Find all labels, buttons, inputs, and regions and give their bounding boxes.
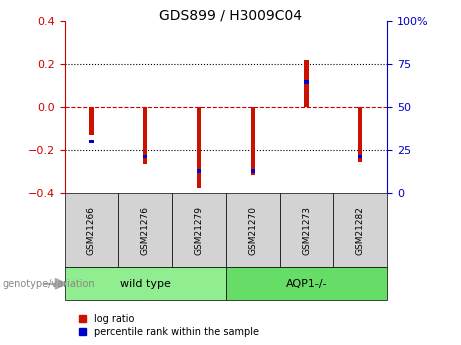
- Text: AQP1-/-: AQP1-/-: [286, 279, 327, 289]
- Bar: [197, 169, 201, 172]
- Bar: [89, 139, 94, 144]
- Text: GSM21282: GSM21282: [356, 206, 365, 255]
- Bar: [251, 107, 255, 175]
- Text: GSM21266: GSM21266: [87, 206, 96, 255]
- Bar: [358, 155, 362, 158]
- Bar: [89, 107, 94, 135]
- Text: wild type: wild type: [120, 279, 171, 289]
- Bar: [197, 107, 201, 188]
- Text: GSM21276: GSM21276: [141, 206, 150, 255]
- Text: GSM21273: GSM21273: [302, 206, 311, 255]
- Bar: [304, 60, 309, 107]
- Bar: [143, 155, 148, 158]
- Text: GSM21279: GSM21279: [195, 206, 203, 255]
- Bar: [304, 80, 309, 84]
- Bar: [358, 107, 362, 162]
- Text: GSM21270: GSM21270: [248, 206, 257, 255]
- Text: GDS899 / H3009C04: GDS899 / H3009C04: [159, 9, 302, 23]
- Text: genotype/variation: genotype/variation: [2, 279, 95, 289]
- Bar: [143, 107, 148, 164]
- Bar: [251, 169, 255, 172]
- Legend: log ratio, percentile rank within the sample: log ratio, percentile rank within the sa…: [79, 314, 259, 337]
